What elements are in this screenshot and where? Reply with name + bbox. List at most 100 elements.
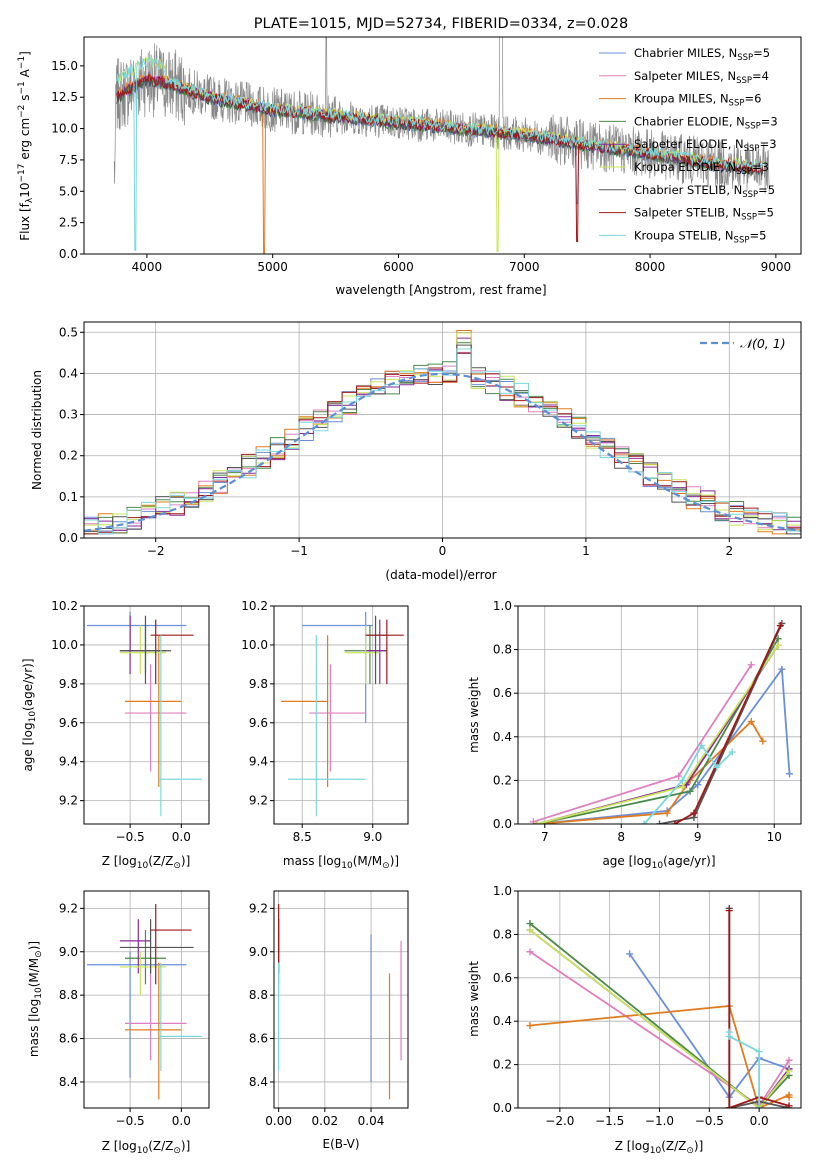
x-tick-label: −1.5 [595,1114,624,1128]
data-point-marker [675,772,683,780]
x-tick-label: 9000 [761,260,792,274]
data-point-marker [698,742,706,750]
data-point-marker [526,920,534,928]
y-tick-label: 0.8 [493,927,512,941]
legend-entry: Kroupa MILES, NSSP=6 [634,92,761,109]
x-axis-label: age [log10​(age/yr)] [602,854,715,871]
y-tick-label: 0.5 [59,325,78,339]
data-point-marker [785,1102,793,1108]
y-tick-label: 9.4 [59,755,78,769]
panel-residuals: −2 −1 0 1 2 0.0 0.1 0.2 0.3 0.4 0.5 [59,321,802,558]
data-point-marker [678,776,686,784]
mw_vs_age-plot-area [518,606,801,824]
data-point-marker [529,818,537,824]
y-tick-label: 0.0 [493,1101,512,1115]
legend-entry: Salpeter ELODIE, NSSP=3 [634,137,777,154]
data-point-marker [640,820,648,824]
y-tick-label: 15.0 [51,59,78,73]
y-tick-label: 12.5 [51,90,78,104]
y-tick-label: 9.4 [249,755,268,769]
series-line-chabrier-elodie [529,922,790,1108]
x-tick-label: 0.0 [172,1114,191,1128]
chart-title: PLATE=1015, MJD=52734, FIBERID=0334, z=0… [254,16,628,32]
y-tick-label: 10.0 [51,122,78,136]
data-point-marker [785,1093,793,1101]
age_vs_z-plot-area [84,606,209,824]
y-axis-label: age [log10​(age/yr)] [21,658,38,771]
data-point-marker [747,718,755,726]
x-tick-label: −0.5 [695,1114,724,1128]
y-tick-label: 10.2 [241,599,268,613]
legend-entry: Chabrier STELIB, NSSP=5 [634,183,775,200]
y-tick-label: 10.2 [51,599,78,613]
mass_vs_z-plot-area [84,891,209,1108]
axes-frame [83,321,802,539]
y-axis-label: mass [log10​(M/M⊙​)] [27,941,44,1057]
mass_vs_ebv-plot-area [274,891,408,1108]
y-tick-label: 8.6 [59,1032,78,1046]
data-point-marker [526,1022,534,1030]
x-tick-label: 6000 [383,260,414,274]
data-point-marker [776,622,784,630]
legend-entry: Kroupa STELIB, NSSP=5 [634,228,766,245]
x-tick-label: 4000 [132,260,163,274]
data-point-marker [686,787,694,795]
panel-mass_vs_z: −0.5 0.0 8.4 8.6 8.8 9.0 9.2 [59,890,210,1128]
y-tick-label: 0.2 [493,1058,512,1072]
axes-frame [83,605,210,825]
y-tick-label: 9.6 [249,716,268,730]
data-point-marker [694,781,702,789]
axes-frame [517,890,802,1109]
x-tick-label: 7 [541,830,549,844]
age_vs_mass-plot-area [274,606,408,824]
data-point-marker [755,1048,763,1056]
y-tick-label: 9.2 [59,901,78,915]
spectrum-plot-area [113,37,770,254]
series-line-salpeter-stelib [728,910,790,1108]
data-point-marker [786,770,794,778]
panel-mw_vs_z: −2.0 −1.5 −1.0 −0.5 0.0 0.0 0.2 0.4 0.6 0.8 1.0 [493,884,802,1128]
y-axis-label: Normed distribution [30,370,44,490]
legend-entry: Salpeter MILES, NSSP=4 [634,69,769,86]
x-tick-label: −1 [290,544,308,558]
legend-entry: Chabrier MILES, NSSP=5 [634,46,770,63]
axes-frame [273,605,409,825]
x-axis-label: mass [log10​(M/M⊙​)] [283,854,399,871]
y-axis-label: Flux [fλ​10−17​ erg cm−2​ s−1​ A−1​] [17,51,35,241]
y-tick-label: 8.4 [249,1075,268,1089]
x-axis-label: wavelength [Angstrom, rest frame] [335,283,546,297]
x-tick-label: 1 [582,544,590,558]
panel-age_vs_mass: 8.5 9.0 9.2 9.4 9.6 9.8 10.0 10.2 [241,599,409,844]
y-tick-label: 9.8 [249,677,268,691]
y-tick-label: 0.3 [59,408,78,422]
y-tick-label: 9.2 [249,794,268,808]
y-tick-label: 0.0 [493,817,512,831]
series-line-chabrier-miles [537,666,791,824]
y-tick-label: 0.4 [59,366,78,380]
data-point-marker [778,665,786,673]
x-axis-label: Z [log10​(Z/Z⊙​)] [102,1139,191,1156]
data-point-marker [728,748,736,756]
data-point-marker [755,1104,763,1108]
y-tick-label: 2.5 [59,216,78,230]
x-tick-label: 9.0 [363,830,382,844]
data-point-marker [656,820,663,824]
y-tick-label: 10.0 [51,638,78,652]
x-tick-label: 8.5 [293,830,312,844]
data-point-marker [774,641,782,649]
series-line-kroupa-elodie [529,929,790,1108]
axes-frame [83,36,802,255]
x-tick-label: 0.04 [358,1114,385,1128]
series-line-chabrier-miles [628,953,790,1099]
data-point-marker [533,820,541,824]
legend-entry: 𝒩(0, 1) [740,336,786,351]
panel-spectrum: 4000 5000 6000 7000 8000 9000 0.0 2.5 5.0 7.5 10.0… [51,36,802,274]
data-point-marker [526,926,534,934]
y-tick-label: 1.0 [493,599,512,613]
axes-frame [83,890,210,1109]
x-tick-label: 0.0 [172,830,191,844]
y-tick-label: 0.6 [493,971,512,985]
x-tick-label: −2.0 [545,1114,574,1128]
y-tick-label: 9.2 [249,901,268,915]
